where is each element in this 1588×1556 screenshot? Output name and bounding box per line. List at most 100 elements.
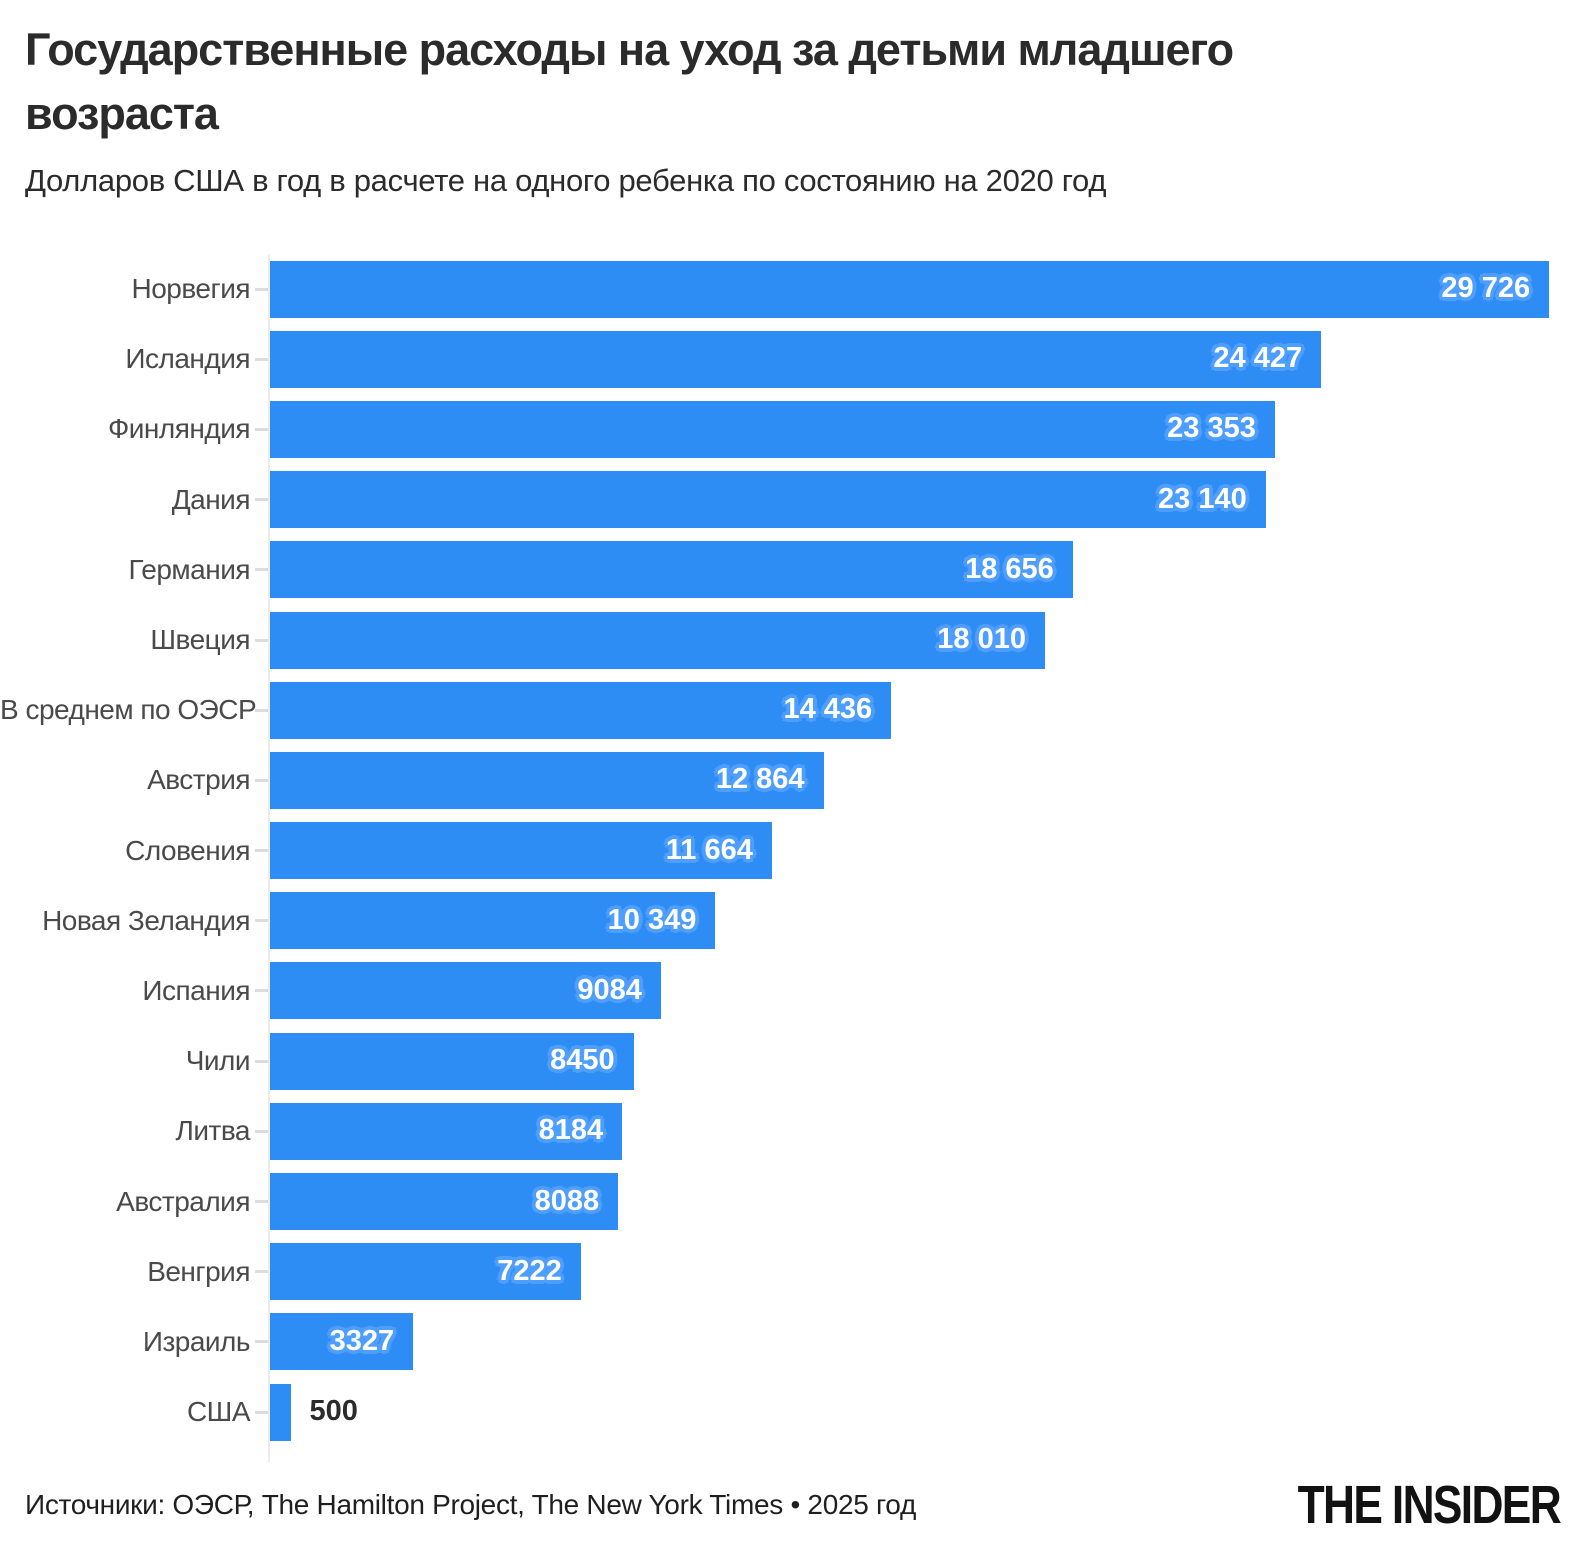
category-label: Швеция xyxy=(150,624,250,656)
bar-row: Финляндия 23 353 xyxy=(0,394,1588,465)
bar-track: 9084 xyxy=(268,955,1588,1027)
category-label: Литва xyxy=(175,1115,251,1147)
value-label: 23 140 xyxy=(1158,482,1247,515)
value-label: 23 353 xyxy=(1167,412,1256,445)
bar-row: Чили 8450 xyxy=(0,1026,1588,1097)
bar-row: Испания 9084 xyxy=(0,955,1588,1027)
category-label: Израиль xyxy=(142,1325,251,1357)
bar: 24 427 xyxy=(270,330,1322,388)
bar-row: Литва 8184 xyxy=(0,1096,1588,1167)
category-label: Германия xyxy=(128,553,250,585)
bar-track: 3327 xyxy=(268,1306,1588,1377)
bar-track: 8088 xyxy=(268,1166,1588,1237)
bar-track: 12 864 xyxy=(268,745,1588,816)
bar-row: Исландия 24 427 xyxy=(0,324,1588,395)
category-label: Австралия xyxy=(116,1185,250,1217)
category-label: В среднем по ОЭСР xyxy=(0,694,257,726)
bar-track: 11 664 xyxy=(268,815,1588,886)
bar: 9084 xyxy=(270,962,661,1020)
bar-row: Австралия 8088 xyxy=(0,1166,1588,1237)
bar: 8450 xyxy=(270,1032,634,1090)
value-label: 8450 xyxy=(550,1043,615,1076)
bar-row: Словения 11 664 xyxy=(0,815,1588,886)
value-label: 7222 xyxy=(497,1254,562,1287)
category-label: Дания xyxy=(171,483,251,515)
bar-row: Израиль 3327 xyxy=(0,1306,1588,1377)
bar: 18 656 xyxy=(270,541,1073,599)
bar-track: 10 349 xyxy=(268,885,1588,956)
value-label: 12 864 xyxy=(715,763,805,796)
value-label: 9084 xyxy=(577,973,642,1006)
bar-track: 14 436 xyxy=(268,675,1588,746)
category-label: Венгрия xyxy=(147,1255,250,1287)
axis-extension-row xyxy=(0,1447,1588,1463)
axis-tick xyxy=(255,1340,268,1344)
bar-row: Германия 18 656 xyxy=(0,534,1588,605)
bar: 10 349 xyxy=(270,892,716,950)
bar-row: Норвегия 29 726 xyxy=(0,254,1588,325)
bar-chart: Норвегия 29 726 Исландия 24 427 Финляндия 23 … xyxy=(0,254,1588,1463)
bar-row: США 500 xyxy=(0,1377,1588,1448)
category-label: Австрия xyxy=(147,764,250,796)
bar: 8088 xyxy=(270,1173,619,1231)
category-label: Новая Зеландия xyxy=(42,904,250,936)
bar-track: 23 353 xyxy=(268,394,1588,465)
value-label: 24 427 xyxy=(1213,342,1303,375)
bar-track: 23 140 xyxy=(268,464,1588,535)
bar: 8184 xyxy=(270,1102,623,1160)
value-label: 11 664 xyxy=(665,833,753,866)
value-label: 500 xyxy=(309,1394,358,1427)
axis-tick xyxy=(255,778,268,782)
bar-row: Дания 23 140 xyxy=(0,464,1588,535)
axis-tick xyxy=(255,498,268,502)
bar: 18 010 xyxy=(270,611,1045,669)
bar-track: 18 656 xyxy=(268,534,1588,605)
axis-tick xyxy=(255,1410,268,1414)
axis-tick xyxy=(255,638,268,642)
axis-tick xyxy=(255,708,268,712)
sources-note: Источники: ОЭСР, The Hamilton Project, T… xyxy=(25,1489,916,1520)
bar: 23 140 xyxy=(270,471,1266,529)
value-label: 8184 xyxy=(538,1114,604,1147)
bar: 11 664 xyxy=(270,822,772,880)
bar-track: 29 726 xyxy=(268,254,1588,325)
value-label: 29 726 xyxy=(1441,271,1531,304)
bar-row: Австрия 12 864 xyxy=(0,745,1588,816)
axis-tick xyxy=(255,1200,268,1204)
bar-row: Новая Зеландия 10 349 xyxy=(0,885,1588,956)
value-label: 18 010 xyxy=(937,622,1026,655)
spacer-tick xyxy=(255,1453,268,1456)
axis-tick xyxy=(255,1129,268,1133)
the-insider-logo: THE INSIDER xyxy=(1297,1475,1562,1535)
chart-title: Государственные расходы на уход за детьм… xyxy=(25,24,1234,139)
bar: 23 353 xyxy=(270,400,1275,458)
bar-track: 500 xyxy=(268,1377,1588,1448)
bar-row: Венгрия 7222 xyxy=(0,1236,1588,1307)
category-label: Словения xyxy=(125,834,250,866)
category-label: США xyxy=(186,1396,251,1428)
bar: 12 864 xyxy=(270,751,824,809)
footer: Источники: ОЭСР, The Hamilton Project, T… xyxy=(25,1474,1562,1536)
axis-tick xyxy=(255,849,268,853)
value-label: 14 436 xyxy=(783,693,873,726)
bar-track: 8450 xyxy=(268,1026,1588,1097)
value-label: 10 349 xyxy=(607,903,697,936)
axis-tick xyxy=(255,357,268,361)
category-label: Финляндия xyxy=(108,413,251,445)
bar-track: 18 010 xyxy=(268,604,1588,676)
bar-track: 8184 xyxy=(268,1096,1588,1167)
axis-extension xyxy=(268,1447,1588,1463)
bar: 3327 xyxy=(270,1313,414,1371)
bar: 7222 xyxy=(270,1243,581,1301)
bar-track: 24 427 xyxy=(268,324,1588,395)
bar-row: В среднем по ОЭСР 14 436 xyxy=(0,675,1588,746)
axis-tick xyxy=(255,568,268,572)
bar-track: 7222 xyxy=(268,1236,1588,1307)
chart-subtitle: Долларов США в год в расчете на одного р… xyxy=(25,163,1107,198)
value-label: 3327 xyxy=(329,1324,395,1357)
axis-tick xyxy=(255,1059,268,1063)
axis-tick xyxy=(255,427,268,431)
category-label: Исландия xyxy=(125,343,250,375)
category-label: Чили xyxy=(185,1045,251,1077)
category-label: Норвегия xyxy=(131,273,250,305)
